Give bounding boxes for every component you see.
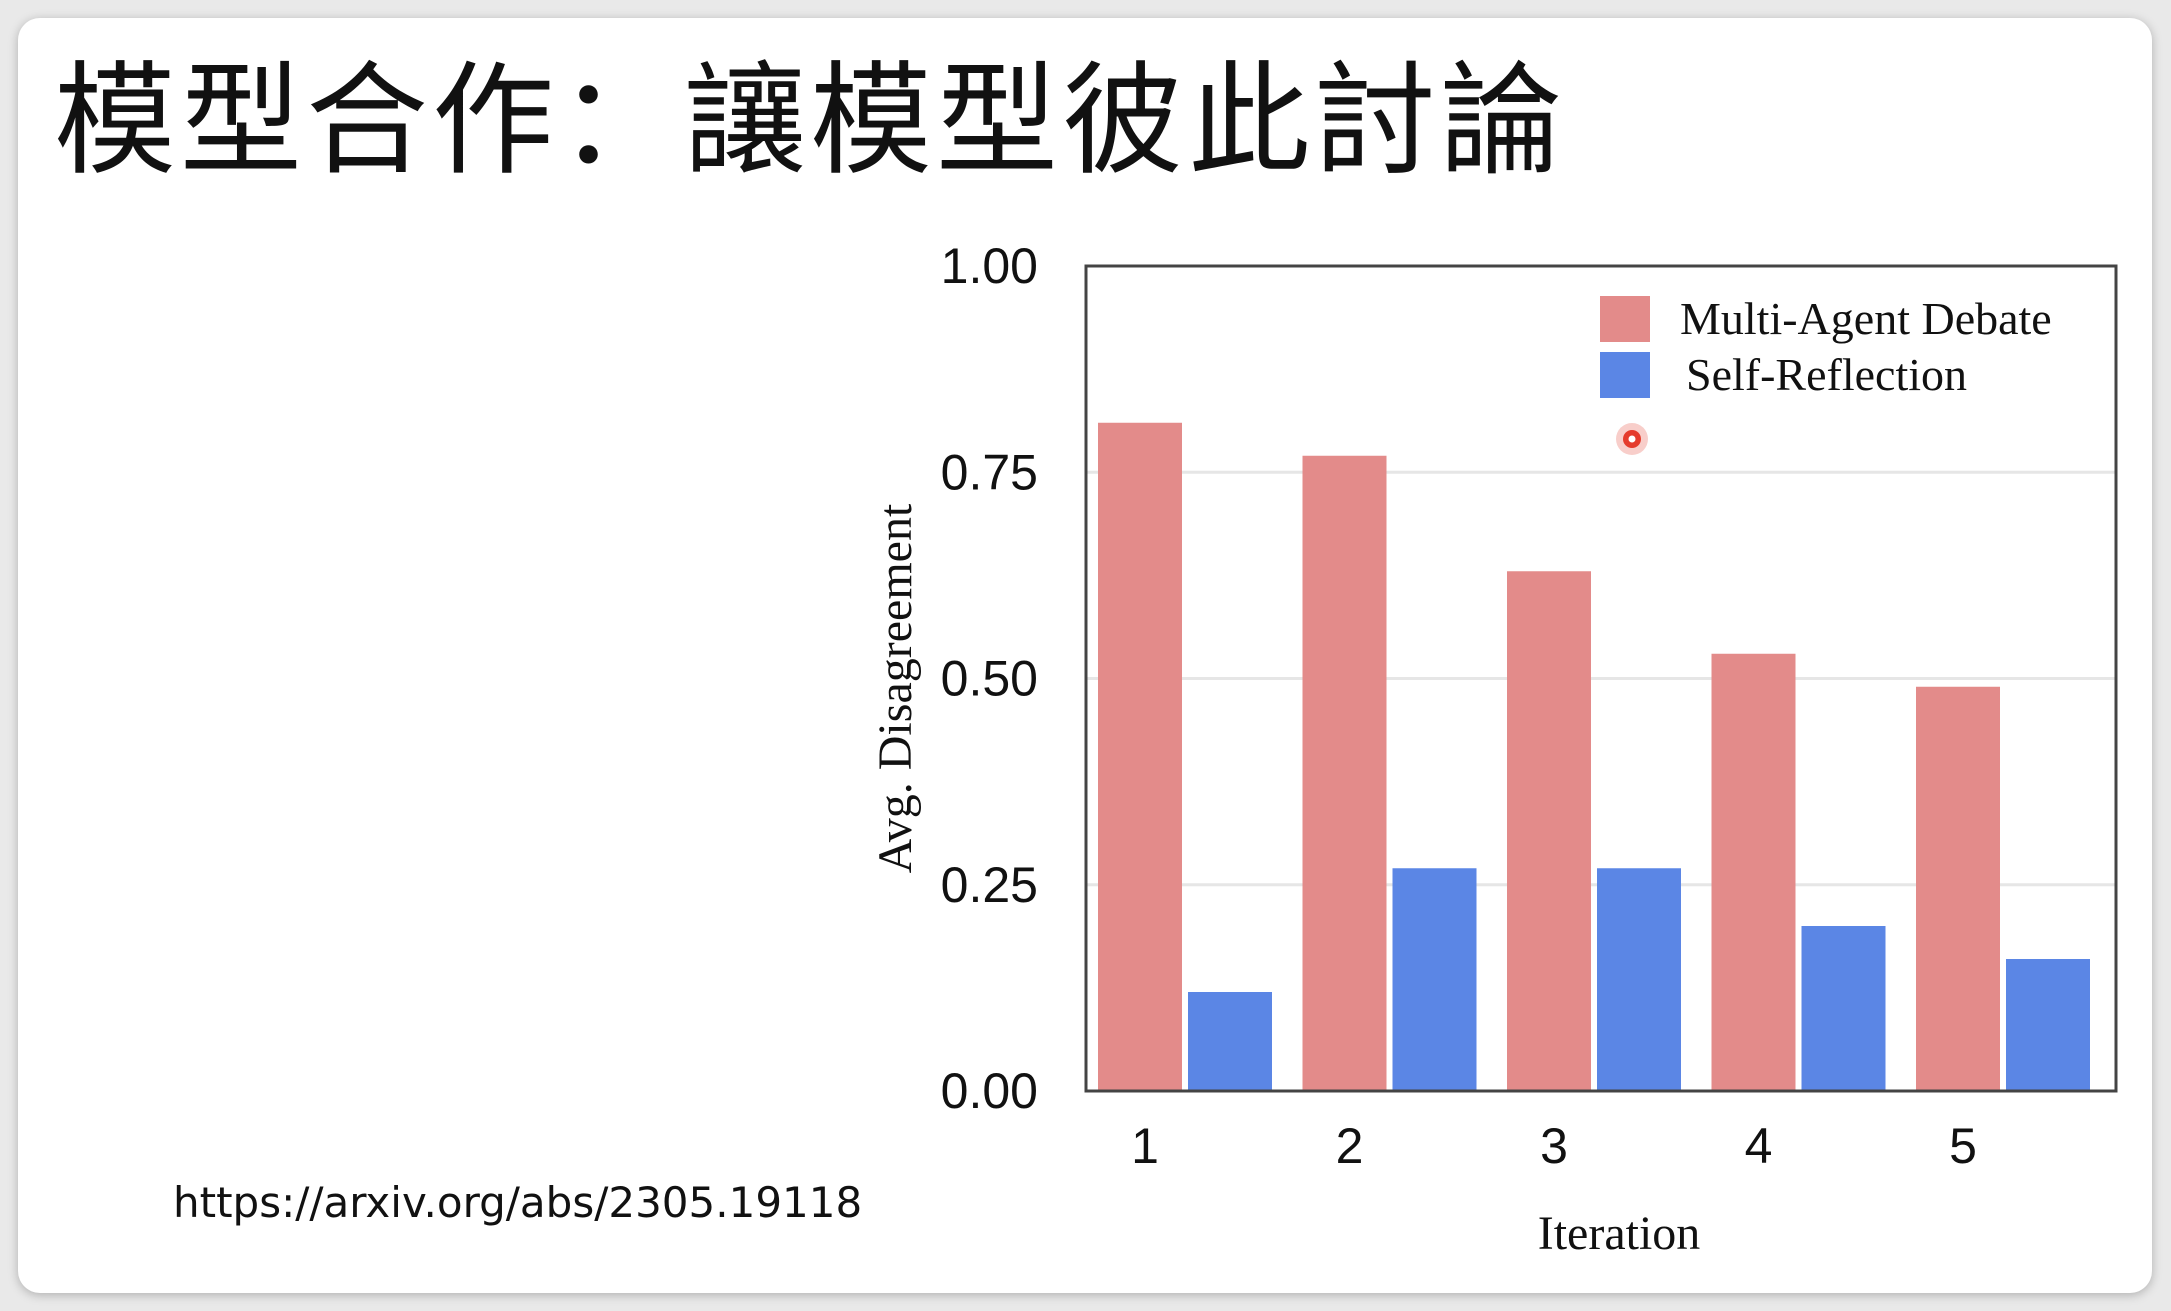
plot-frame — [1084, 264, 2118, 1093]
x-ticks: 1 2 3 4 5 — [1131, 1118, 1977, 1174]
y-tick-label: 0.50 — [941, 651, 1038, 707]
bar-multi-agent-debate — [1711, 653, 1796, 1091]
legend-label: Self-Reflection — [1686, 349, 1967, 400]
y-tick-label: 0.00 — [941, 1063, 1038, 1119]
bar-self-reflection — [2006, 959, 2090, 1091]
cursor-dot-icon — [1616, 423, 1648, 455]
bar-self-reflection — [1801, 926, 1886, 1091]
x-tick-label: 4 — [1745, 1118, 1773, 1174]
x-tick-label: 2 — [1336, 1118, 1364, 1174]
legend-swatch — [1600, 296, 1650, 342]
bar-self-reflection — [1392, 868, 1477, 1091]
bar-multi-agent-debate — [1507, 571, 1591, 1091]
bar-multi-agent-debate — [1098, 422, 1182, 1091]
bar-multi-agent-debate — [1916, 686, 2000, 1091]
y-tick-label: 1.00 — [941, 238, 1038, 294]
y-tick-label: 0.75 — [941, 444, 1038, 500]
bar-chart: 0.00 0.25 0.50 0.75 1.00 1 2 3 4 5 Avg. Disagree… — [869, 238, 2118, 1260]
legend-swatch — [1600, 352, 1650, 398]
x-tick-label: 5 — [1949, 1118, 1977, 1174]
y-tick-label: 0.25 — [941, 857, 1038, 913]
slide: 模型合作：讓模型彼此討論 https://arxiv.org/abs/2305.… — [18, 18, 2152, 1293]
bar-self-reflection — [1597, 868, 1681, 1091]
x-tick-label: 3 — [1540, 1118, 1568, 1174]
bars — [1098, 422, 2090, 1091]
slide-title: 模型合作：讓模型彼此討論 — [54, 50, 1566, 192]
source-link[interactable]: https://arxiv.org/abs/2305.19118 — [173, 1178, 863, 1227]
y-axis-label: Avg. Disagreement — [869, 503, 922, 873]
x-tick-label: 1 — [1131, 1118, 1159, 1174]
y-ticks: 0.00 0.25 0.50 0.75 1.00 — [941, 238, 1038, 1119]
legend-label: Multi-Agent Debate — [1680, 293, 2052, 344]
x-axis-label: Iteration — [1538, 1207, 1701, 1260]
bar-self-reflection — [1188, 992, 1272, 1091]
bar-multi-agent-debate — [1302, 455, 1387, 1091]
